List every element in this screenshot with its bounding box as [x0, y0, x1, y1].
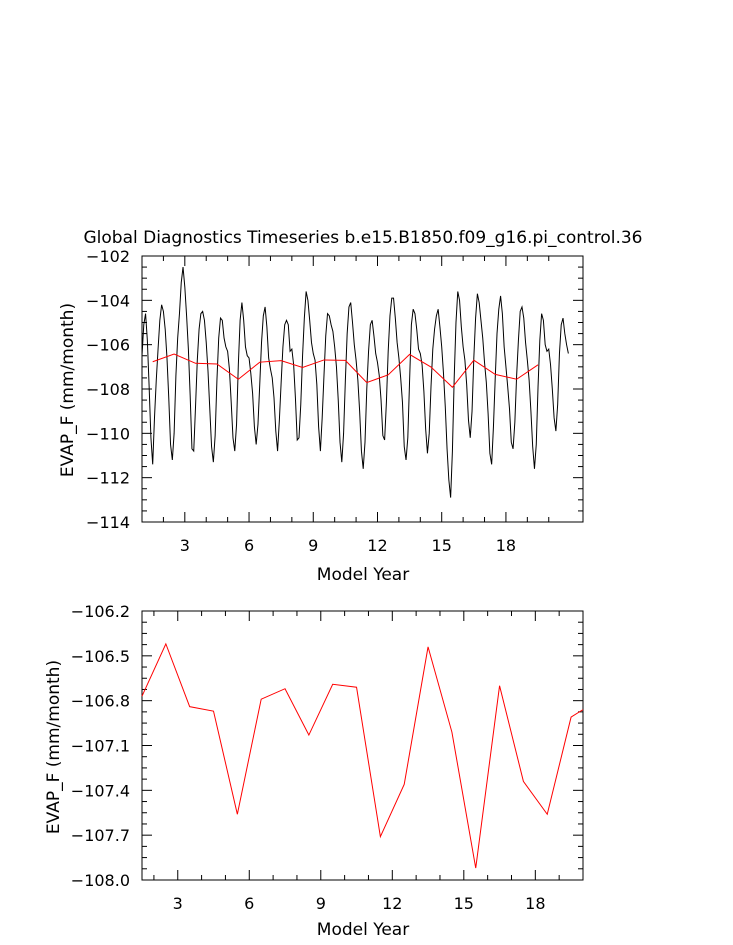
x-tick-label: 15	[432, 536, 452, 555]
chart-title: Global Diagnostics Timeseries b.e15.B185…	[84, 228, 643, 248]
y-tick-label: −114	[86, 513, 130, 532]
y-axis-label: EVAP_F (mm/month)	[58, 303, 78, 477]
x-tick-label: 6	[244, 536, 254, 555]
y-tick-label: −110	[86, 424, 130, 443]
bottom-chart: Model Year EVAP_F (mm/month) −108.0 −107.…	[44, 602, 584, 940]
x-tick-label: 15	[454, 894, 474, 913]
plot-frame	[141, 610, 584, 881]
series-line-annual-mean	[152, 353, 539, 388]
x-axis-label: Model Year	[317, 920, 409, 940]
y-tick-label: −106.5	[71, 647, 130, 666]
y-tick-label: −107.7	[71, 826, 130, 845]
series-line-annual-mean	[141, 642, 584, 869]
top-chart: Global Diagnostics Timeseries b.e15.B185…	[58, 228, 642, 585]
x-tick-label: 18	[496, 536, 516, 555]
x-tick-label: 9	[316, 894, 326, 913]
x-tick-label: 6	[244, 894, 254, 913]
y-tick-label: −104	[86, 291, 130, 310]
y-tick-label: −102	[86, 247, 130, 266]
x-tick-label: 3	[173, 894, 183, 913]
x-tick-label: 9	[308, 536, 318, 555]
x-tick-label: 12	[367, 536, 387, 555]
x-tick-label: 3	[180, 536, 190, 555]
y-tick-label: −108.0	[71, 871, 130, 890]
y-tick-label: −106	[86, 336, 130, 355]
series-line-monthly	[141, 267, 569, 498]
y-axis-label: EVAP_F (mm/month)	[44, 660, 64, 834]
y-tick-label: −108	[86, 380, 130, 399]
y-tick-label: −107.1	[71, 737, 130, 756]
x-tick-label: 12	[382, 894, 402, 913]
y-tick-label: −106.2	[71, 602, 130, 621]
x-tick-label: 18	[525, 894, 545, 913]
plot-frame	[141, 255, 584, 523]
y-tick-label: −106.8	[71, 692, 130, 711]
x-axis-label: Model Year	[317, 565, 409, 585]
y-tick-label: −112	[86, 469, 130, 488]
y-tick-label: −107.4	[71, 781, 130, 800]
